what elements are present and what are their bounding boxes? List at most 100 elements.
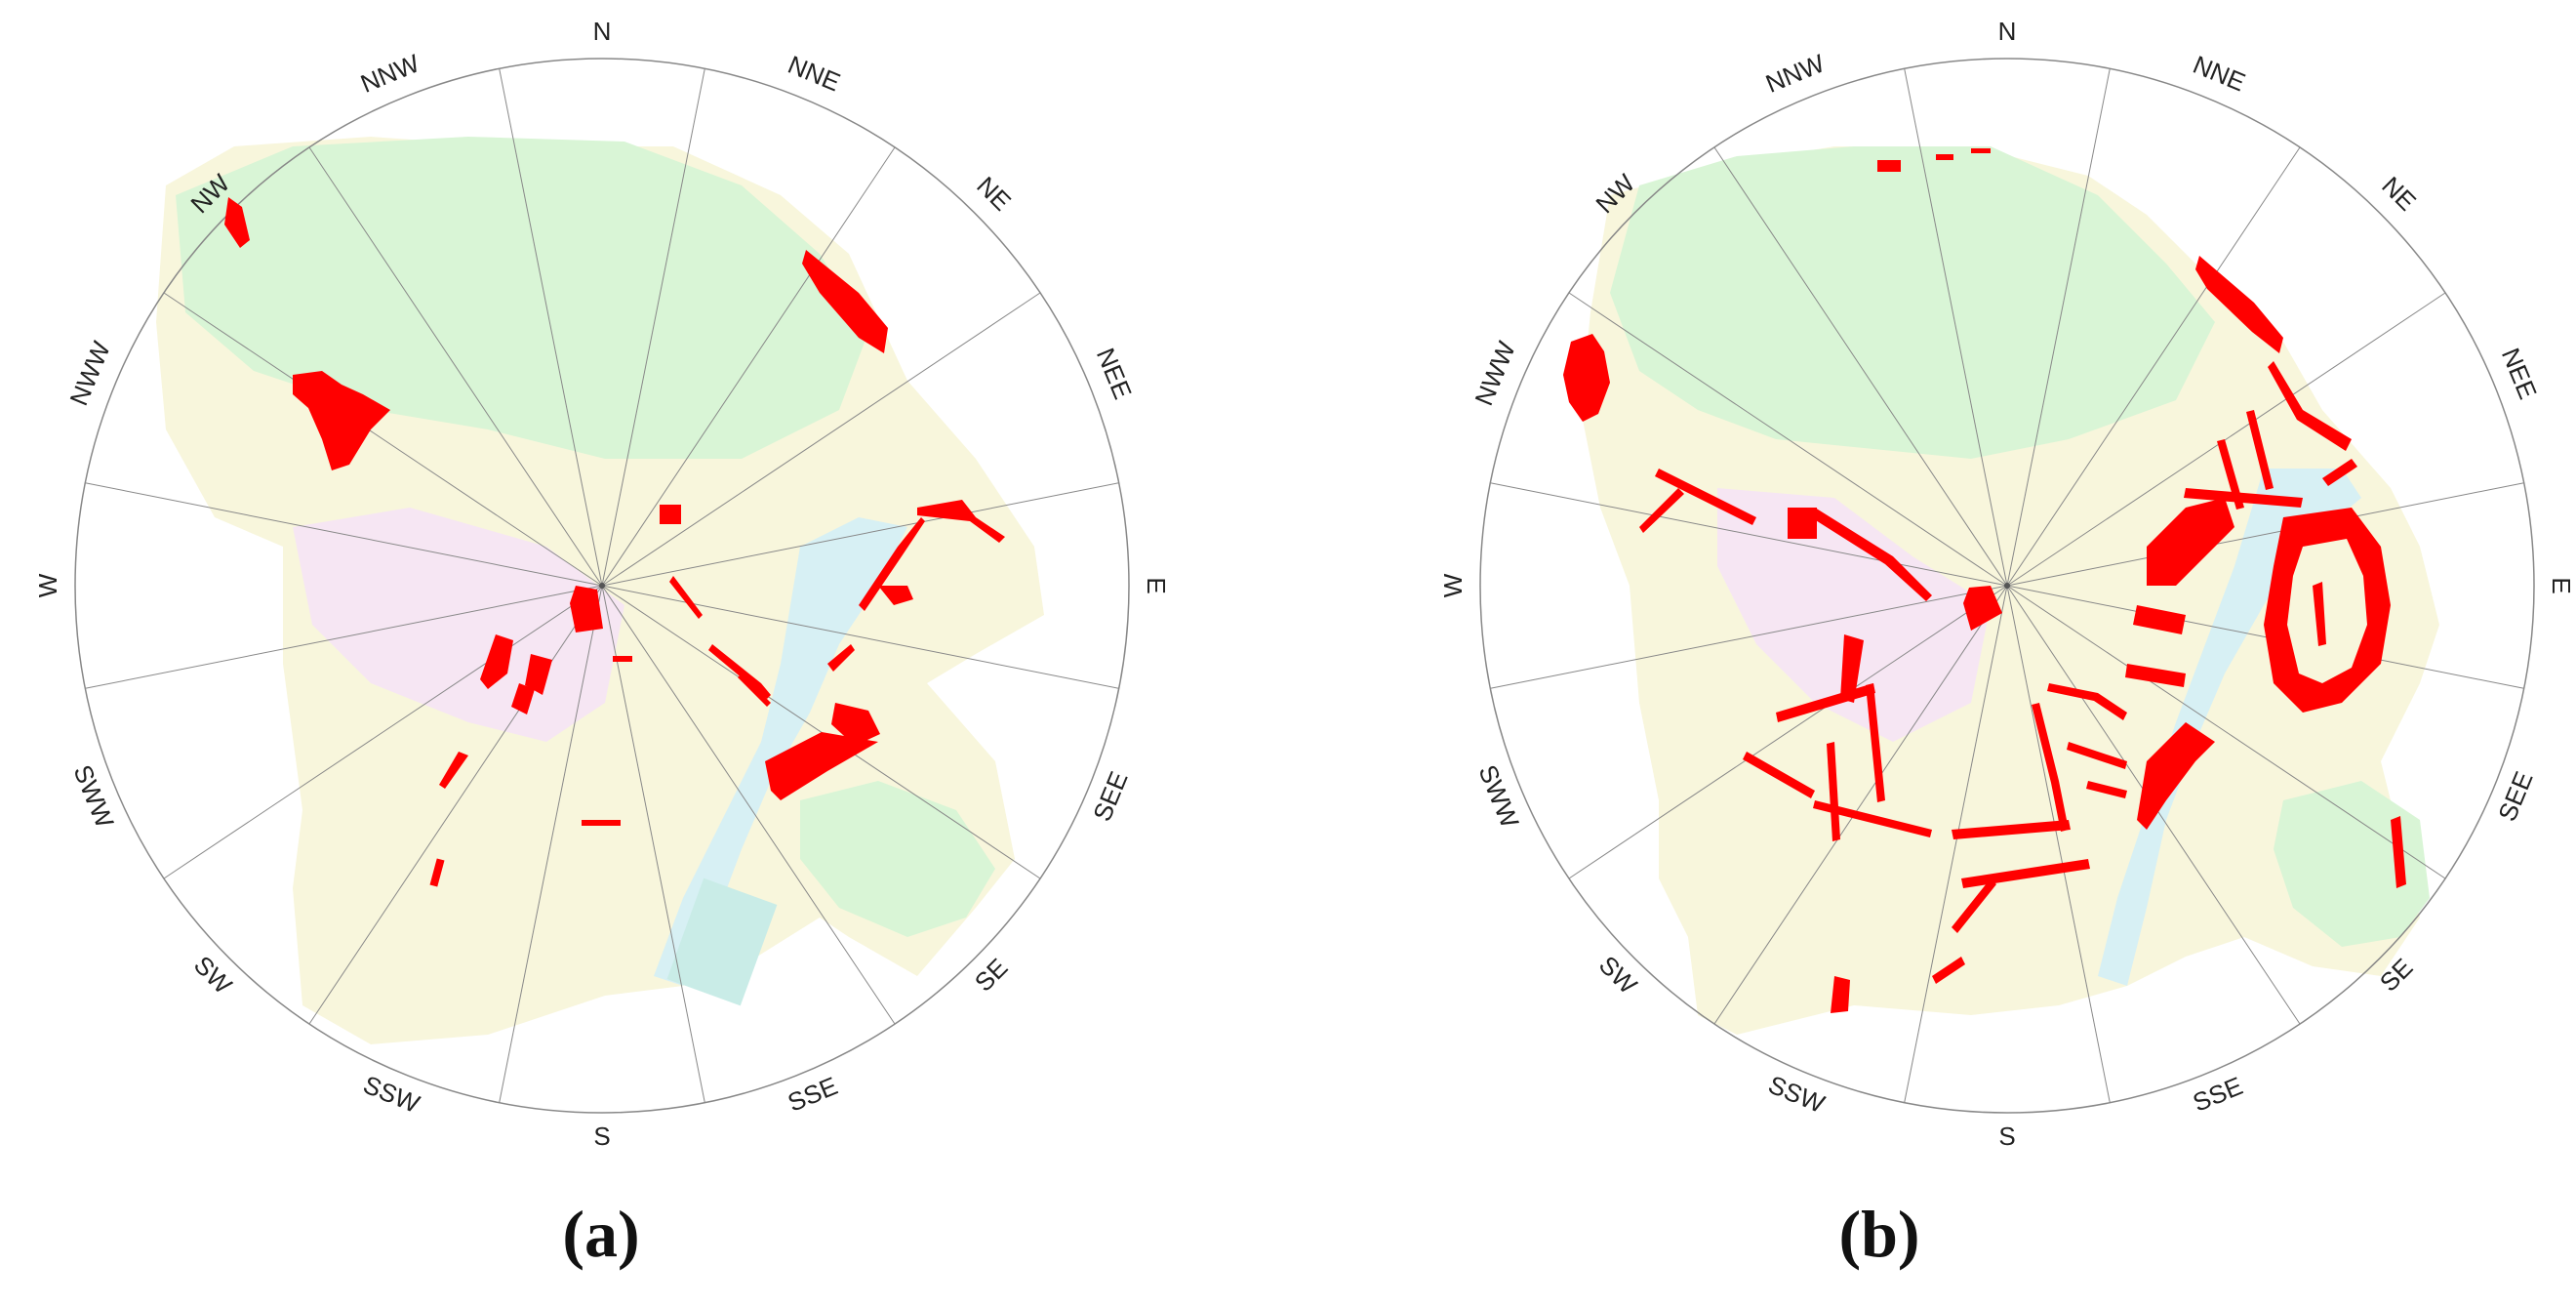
feature-sw-block1-a [480,634,513,689]
sector-divider [2006,482,2524,587]
feature-se-triangle-a [765,732,878,800]
feature-sw-grid1-b [1840,634,1864,703]
feature-se-grid4-b [2086,781,2127,798]
feature-se-grid1-b [2047,683,2127,720]
polar-grid-a [74,58,1130,1114]
panel-b: N NNE NE NEE E SEE SE SSE S SSW SW SWW W NWW NW NNW [1288,0,2576,1306]
feature-road-a2 [708,644,771,699]
sector-divider [499,68,603,587]
sector-divider [308,146,603,587]
sector-divider [601,146,896,587]
center-point [2004,583,2010,589]
feature-sw-grid3-b [1743,752,1815,798]
direction-label-sw: SW [188,950,238,1000]
pink-zone-b [1717,488,1991,742]
sector-divider [2006,146,2301,587]
direction-label-n: N [1998,17,2017,46]
sector-divider [2006,292,2446,587]
green-zone-b2 [2274,781,2430,947]
direction-label-sww: SWW [67,760,119,832]
sector-divider [601,482,1119,587]
feature-e-road2-b [2217,439,2244,510]
feature-n-bar2-b [1936,154,1953,160]
polar-grid-b [1479,58,2535,1114]
feature-e-road4-b [2322,459,2357,486]
feature-n-bar3-b [1971,148,1991,153]
green-zone-b [1610,146,2215,459]
feature-e-loop1-hole-b [2287,539,2367,683]
sector-divider [601,585,705,1103]
sector-divider [1568,585,2008,879]
green-zone-a2 [800,781,995,937]
feature-hub-b [1963,586,2002,631]
direction-label-w: W [1438,573,1468,597]
feature-se-strip-b [2391,816,2406,888]
river-a [654,517,907,986]
direction-label-nnw: NNW [1761,48,1829,99]
feature-e-cluster3-b [2125,664,2186,687]
direction-label-e: E [1142,577,1171,593]
sector-divider [163,585,603,879]
feature-nww-a [293,371,390,470]
direction-label-nne: NNE [784,50,844,98]
direction-label-se: SE [969,953,1014,998]
feature-road-a1 [669,576,703,619]
feature-sw-dot-a [429,858,445,887]
feature-road-a3 [738,673,771,707]
direction-label-w: W [33,573,62,597]
feature-ne-b [2195,256,2283,353]
highlight-features-a [224,197,1005,887]
direction-label-ssw: SSW [1764,1070,1830,1120]
feature-e-line1-a [859,517,925,611]
sector-divider [1490,585,2008,689]
sector-divider [2006,585,2524,689]
feature-sw-block3-a [511,683,535,714]
feature-se-grid3-b [2067,742,2127,769]
river-pool-a [666,877,778,1006]
sector-divider [308,585,603,1025]
feature-w-block-b [1788,508,1817,539]
outer-ring [74,58,1130,1114]
sector-divider [1904,68,2008,587]
feature-se-grid2-b [2032,703,2069,832]
feature-sw-strip-a [439,752,468,789]
sector-divider [601,585,1041,879]
feature-e-line2-a [878,586,913,605]
feature-sw-block2-a [525,654,552,695]
sector-divider [163,292,603,587]
sector-divider [601,68,705,587]
sector-divider [2006,585,2446,879]
feature-s-dash-a [613,656,632,662]
sector-divider [499,585,603,1103]
direction-label-nee: NEE [1091,344,1138,403]
feature-w-line3-b [1639,488,1684,533]
feature-nw-a [224,197,250,248]
sector-divider [601,292,1041,587]
feature-w-line2-b [1811,508,1932,601]
feature-e-line3-a [917,500,1005,543]
sector-divider [1713,585,2008,1025]
feature-se-triangle-b [2137,722,2215,830]
direction-label-nne: NNE [2189,50,2249,98]
feature-sw-grid4-b [1813,800,1932,837]
direction-label-n: N [593,17,612,46]
feature-e-road1-b [2246,410,2274,490]
feature-s-grid1-b [1952,820,2071,839]
direction-label-s: S [593,1122,610,1151]
sector-divider [85,482,603,587]
direction-label-ssw: SSW [359,1070,424,1120]
feature-ne-a [802,250,888,353]
feature-ssw-block-b [1831,976,1850,1013]
direction-label-sww: SWW [1472,760,1524,832]
panel-a: N NNE NE NEE E SEE SE SSE S SSW SW SWW W NWW NW NNW ( [33,17,1171,1271]
feature-s-grid4-b [1932,957,1965,984]
sector-divider [601,585,896,1025]
direction-label-nww: NWW [1469,337,1521,410]
sector-divider [1713,146,2008,587]
feature-hub-a [570,586,603,633]
feature-s-bar-a [582,820,621,826]
sector-divider [1490,482,2008,587]
feature-se-wedge-a [831,703,880,746]
